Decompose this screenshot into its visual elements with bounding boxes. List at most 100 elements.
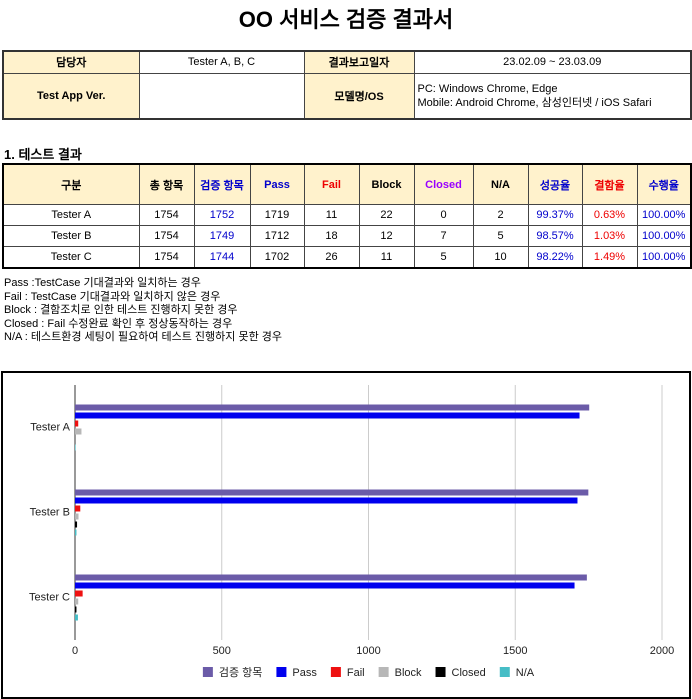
note-line: N/A : 테스트환경 세팅이 필요하여 테스트 진행하지 못한 경우 xyxy=(4,331,282,343)
legend-swatch xyxy=(276,667,287,677)
cell: 1752 xyxy=(193,204,251,226)
label-cell: Test App Ver. xyxy=(2,72,140,120)
x-tick-label: 1500 xyxy=(503,645,527,657)
bar xyxy=(75,404,590,411)
cell: 11 xyxy=(303,204,360,226)
cell: 5 xyxy=(413,246,474,269)
info-table: 담당자 Tester A, B, C 결과보고일자 23.02.09 ~ 23.… xyxy=(2,50,692,120)
cell: 1712 xyxy=(249,225,305,247)
cell: Tester B xyxy=(2,225,140,247)
cell: Tester C xyxy=(2,246,140,269)
header-cell: Block xyxy=(358,163,415,205)
label-cell: 모델명/OS xyxy=(303,72,415,120)
header-row: 구분 총 항목 검증 항목 Pass Fail Block Closed N/A 성공율 결함율 수… xyxy=(2,163,692,205)
chart: 0 500 1000 1500 2000 Tester A Tester B Tester C… xyxy=(1,371,691,699)
cell: Tester A xyxy=(2,204,140,226)
cell: 12 xyxy=(358,225,415,247)
label-cell: 결과보고일자 xyxy=(303,50,415,74)
bar xyxy=(75,420,79,427)
legend-label: Closed xyxy=(452,667,486,679)
note-line: Closed : Fail 수정완료 확인 후 정상동작하는 경우 xyxy=(4,317,233,330)
bar xyxy=(75,444,76,451)
cell: 100.00% xyxy=(636,225,692,247)
cell: 100.00% xyxy=(636,204,692,226)
cell xyxy=(138,72,305,120)
os-line: PC: Windows Chrome, Edge xyxy=(417,82,558,95)
cell: 1702 xyxy=(249,246,305,269)
cell: 99.37% xyxy=(527,204,583,226)
bar xyxy=(75,529,77,536)
bar xyxy=(75,497,578,504)
legend-swatch xyxy=(378,667,389,677)
cell: 18 xyxy=(303,225,360,247)
legend-swatch xyxy=(435,667,446,677)
cell: 1754 xyxy=(138,204,195,226)
cell: 1719 xyxy=(249,204,305,226)
doc-title: OO 서비스 검증 결과서 xyxy=(238,7,454,32)
header-cell: 총 항목 xyxy=(138,163,195,205)
cell: 0.63% xyxy=(581,204,638,226)
legend-label: Pass xyxy=(292,667,317,679)
cell: 98.22% xyxy=(527,246,583,269)
bar xyxy=(75,489,589,496)
data-row: Tester B 1754 1749 1712 18 12 7 5 98.57% 1.03% 100… xyxy=(2,225,692,247)
cell: 0 xyxy=(413,204,474,226)
cell: 22 xyxy=(358,204,415,226)
results-table: 구분 총 항목 검증 항목 Pass Fail Block Closed N/A 성공율 결함율 수… xyxy=(2,163,692,269)
cell: 1749 xyxy=(193,225,251,247)
cell: 5 xyxy=(472,225,529,247)
header-cell: N/A xyxy=(472,163,529,205)
legend-label: 검증 항목 xyxy=(219,666,263,679)
y-tick-label: Tester A xyxy=(30,421,70,433)
cell: 100.00% xyxy=(636,246,692,269)
bar xyxy=(75,614,78,621)
bar xyxy=(75,582,575,589)
bar xyxy=(75,521,78,528)
bar xyxy=(75,590,83,597)
cell: 2 xyxy=(472,204,529,226)
bar xyxy=(75,513,79,520)
cell: 1754 xyxy=(138,225,195,247)
x-tick-label: 2000 xyxy=(650,645,674,657)
bar xyxy=(75,412,580,419)
header-cell: 성공율 xyxy=(527,163,583,205)
legend-label: Block xyxy=(395,667,422,679)
bar xyxy=(75,606,77,613)
section-title: 1. 테스트 결과 xyxy=(4,147,82,162)
bar xyxy=(75,505,81,512)
header-cell: Pass xyxy=(249,163,305,205)
header-cell: 구분 xyxy=(2,163,140,205)
data-row: Tester A 1754 1752 1719 11 22 0 2 99.37% 0.63% 100… xyxy=(2,204,692,226)
header-cell: 결함율 xyxy=(581,163,638,205)
header-cell: 수행율 xyxy=(636,163,692,205)
note-line: Pass :TestCase 기대결과와 일치하는 경우 xyxy=(4,277,201,289)
cell: 11 xyxy=(358,246,415,269)
cell: 10 xyxy=(472,246,529,269)
header-cell: Closed xyxy=(413,163,474,205)
cell: 26 xyxy=(303,246,360,269)
legend-swatch xyxy=(202,667,213,677)
x-tick-label: 0 xyxy=(72,645,78,657)
cell: 98.57% xyxy=(527,225,583,247)
cell: 1744 xyxy=(193,246,251,269)
bar xyxy=(75,428,82,435)
header-cell: Fail xyxy=(303,163,360,205)
header-cell: 검증 항목 xyxy=(193,163,251,205)
legend-label: Fail xyxy=(347,667,365,679)
x-tick-label: 500 xyxy=(213,645,231,657)
legend-label: N/A xyxy=(516,667,535,679)
y-tick-label: Tester B xyxy=(30,506,70,518)
y-tick-label: Tester C xyxy=(29,591,70,603)
chart-frame xyxy=(1,371,691,699)
os-line: Mobile: Android Chrome, 삼성인터넷 / iOS Safa… xyxy=(417,96,652,109)
legend-swatch xyxy=(499,667,510,677)
notes: Pass :TestCase 기대결과와 일치하는 경우 Fail : TestC… xyxy=(4,277,282,345)
cell: 23.02.09 ~ 23.03.09 xyxy=(413,50,692,74)
data-row: Tester C 1754 1744 1702 26 11 5 10 98.22% 1.49% 10… xyxy=(2,246,692,269)
cell: PC: Windows Chrome, Edge Mobile: Android … xyxy=(413,72,692,120)
cell: Tester A, B, C xyxy=(138,50,305,74)
x-tick-label: 1000 xyxy=(356,645,380,657)
legend-swatch xyxy=(330,667,341,677)
label-cell: 담당자 xyxy=(2,50,140,74)
